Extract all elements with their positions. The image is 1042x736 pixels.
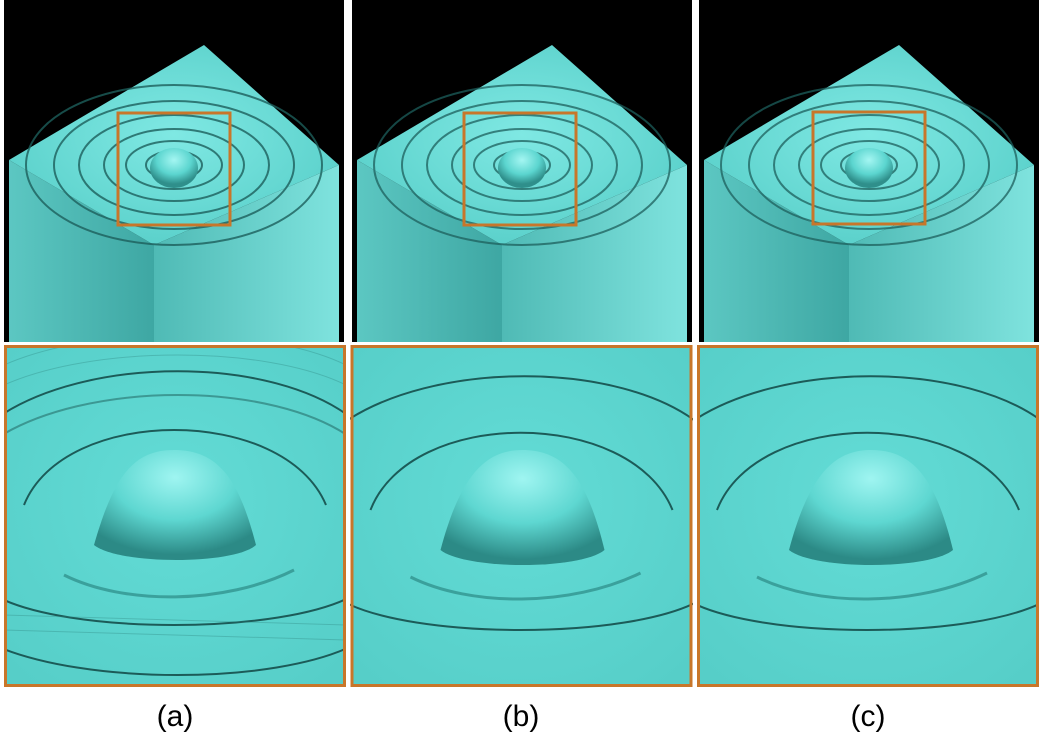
zoom-frame-c xyxy=(697,345,1039,687)
caption-c: (c) xyxy=(850,700,886,733)
zoom-render-b xyxy=(350,345,693,687)
zoom-render-c xyxy=(697,345,1039,687)
zoom-render-a xyxy=(4,345,346,687)
zoom-frame-a xyxy=(4,345,346,687)
caption-a: (a) xyxy=(156,700,194,733)
zoom-view-a xyxy=(4,345,346,687)
zoom-view-c xyxy=(697,345,1039,687)
zoom-box-b xyxy=(462,111,578,227)
zoom-frame-b xyxy=(350,345,693,687)
caption-b: (b) xyxy=(502,700,540,733)
surface-view-c xyxy=(698,0,1040,342)
zoom-box-a xyxy=(116,111,232,227)
zoom-box-c xyxy=(811,110,927,226)
surface-render-a xyxy=(4,0,344,342)
surface-view-b xyxy=(349,0,695,342)
zoom-view-b xyxy=(350,345,693,687)
surface-render-b xyxy=(352,0,692,342)
surface-render-c xyxy=(699,0,1039,342)
surface-view-a xyxy=(4,0,344,342)
